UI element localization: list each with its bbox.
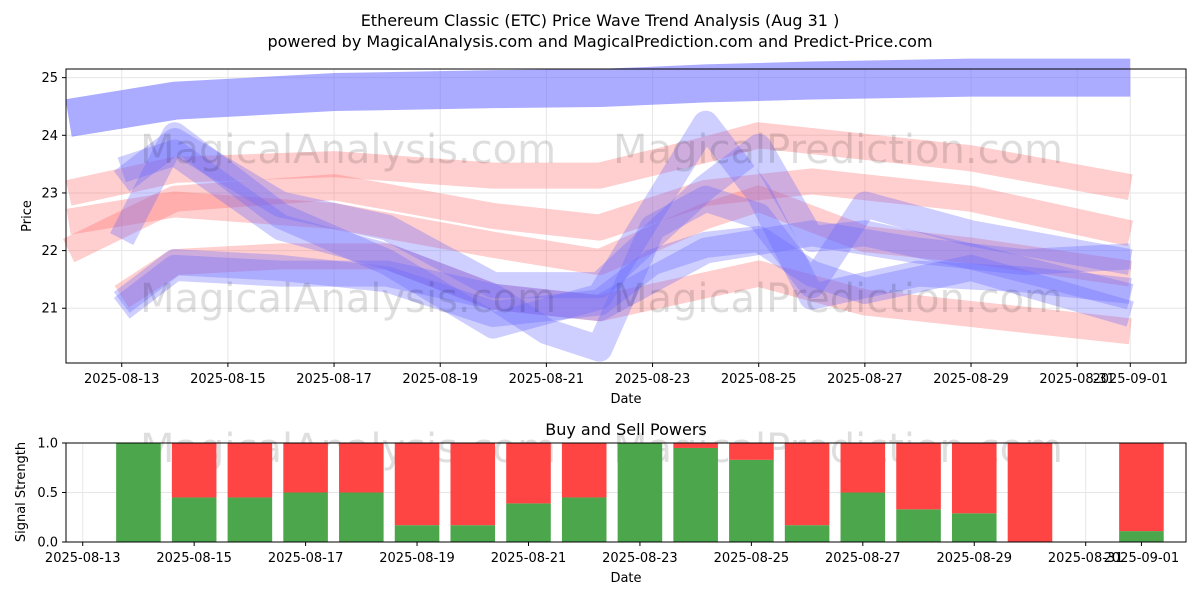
buy-sell-x-tick-label: 2025-08-15 bbox=[156, 551, 232, 566]
buy-power-bar bbox=[283, 492, 328, 542]
price-x-tick-label: 2025-08-21 bbox=[509, 372, 585, 387]
price-wave-band bbox=[66, 185, 1133, 287]
sell-power-bar bbox=[227, 443, 273, 498]
price-x-label: Date bbox=[610, 392, 641, 407]
buy-power-bar bbox=[673, 447, 718, 542]
buy-power-bar bbox=[339, 492, 384, 542]
price-wave-band bbox=[113, 128, 1134, 310]
price-axes-frame bbox=[65, 68, 1187, 364]
buy-sell-y-tick-label: 1.0 bbox=[37, 437, 58, 452]
buy-power-bar bbox=[784, 525, 830, 542]
price-bands bbox=[62, 58, 1134, 362]
buy-sell-y-label: Signal Strength bbox=[14, 442, 29, 542]
buy-sell-x-tick-label: 2025-08-23 bbox=[602, 551, 678, 566]
buy-power-bar bbox=[506, 503, 551, 542]
watermark-analysis: MagicalAnalysis.com bbox=[140, 276, 556, 322]
buy-sell-x-tick-label: 2025-08-31 bbox=[1048, 551, 1124, 566]
watermark-prediction: MagicalPrediction.com bbox=[613, 276, 1063, 322]
buy-power-bar bbox=[227, 497, 273, 542]
sell-power-bar bbox=[729, 443, 774, 460]
buy-sell-x-tick-label: 2025-08-17 bbox=[268, 551, 344, 566]
price-y-ticks: 21 22 23 24 25 bbox=[41, 71, 66, 317]
buy-sell-title: Buy and Sell Powers bbox=[545, 420, 707, 439]
price-watermarks: MagicalAnalysis.com MagicalPrediction.com… bbox=[140, 127, 1063, 322]
buy-sell-x-tick-label: 2025-08-19 bbox=[379, 551, 455, 566]
buy-sell-x-tick-label: 2025-08-29 bbox=[936, 551, 1012, 566]
chart-title: Ethereum Classic (ETC) Price Wave Trend … bbox=[361, 11, 840, 30]
buy-sell-x-tick-label: 2025-08-13 bbox=[45, 551, 121, 566]
price-x-tick-label: 2025-08-17 bbox=[296, 372, 372, 387]
buy-power-bar bbox=[561, 497, 607, 542]
price-x-tick-label: 2025-08-13 bbox=[84, 372, 160, 387]
price-wave-band bbox=[117, 139, 1131, 322]
price-y-tick-label: 21 bbox=[41, 302, 58, 317]
price-x-ticks: 2025-08-13 2025-08-15 2025-08-17 2025-08-19… bbox=[84, 363, 1168, 387]
sell-power-bar bbox=[171, 443, 217, 498]
price-wave-band bbox=[113, 226, 1134, 327]
sell-power-bar bbox=[506, 443, 551, 504]
buy-power-bar bbox=[116, 443, 161, 542]
buy-sell-x-tick-label: 2025-08-21 bbox=[491, 551, 567, 566]
price-wave-band bbox=[62, 168, 1134, 263]
price-y-tick-label: 22 bbox=[41, 244, 58, 259]
buy-power-bar bbox=[840, 492, 886, 542]
price-wave-band bbox=[110, 110, 1132, 339]
sell-power-bar bbox=[394, 443, 440, 526]
sell-power-bar bbox=[896, 443, 941, 510]
watermark-prediction: MagicalPrediction.com bbox=[613, 127, 1063, 173]
price-wave-band bbox=[114, 243, 1132, 345]
buy-power-bar bbox=[1119, 531, 1164, 542]
price-y-tick-label: 23 bbox=[41, 186, 58, 201]
price-x-tick-label: 2025-08-23 bbox=[615, 372, 691, 387]
sell-power-bar bbox=[561, 443, 607, 498]
buy-sell-x-tick-label: 2025-08-27 bbox=[825, 551, 901, 566]
price-wave-band bbox=[65, 122, 1133, 206]
price-x-tick-label: 2025-09-01 bbox=[1092, 372, 1168, 387]
buy-power-bar bbox=[394, 525, 440, 542]
buy-power-bar bbox=[951, 513, 997, 542]
buy-power-bar bbox=[450, 525, 496, 542]
buy-sell-y-tick-label: 0.0 bbox=[37, 536, 58, 551]
sell-power-bar bbox=[450, 443, 496, 526]
buy-power-bar bbox=[896, 509, 941, 542]
price-y-tick-label: 24 bbox=[41, 129, 58, 144]
sell-power-bar bbox=[673, 443, 718, 448]
price-y-tick-label: 25 bbox=[41, 71, 58, 86]
price-x-tick-label: 2025-08-25 bbox=[721, 372, 797, 387]
buy-power-bar bbox=[171, 497, 217, 542]
price-wave-plot: MagicalAnalysis.com MagicalPrediction.com… bbox=[20, 58, 1187, 407]
price-x-tick-label: 2025-08-15 bbox=[190, 372, 266, 387]
sell-power-bar bbox=[339, 443, 384, 493]
price-wave-band bbox=[65, 58, 1131, 137]
sell-power-bar bbox=[840, 443, 886, 493]
buy-power-bar bbox=[729, 459, 774, 542]
price-x-tick-label: 2025-08-19 bbox=[402, 372, 478, 387]
chart-subtitle: powered by MagicalAnalysis.com and Magic… bbox=[267, 32, 932, 51]
sell-power-bar bbox=[784, 443, 830, 526]
price-y-label: Price bbox=[20, 200, 35, 232]
price-wave-band bbox=[113, 185, 1133, 362]
watermark-analysis: MagicalAnalysis.com bbox=[140, 127, 556, 173]
sell-power-bar bbox=[951, 443, 997, 514]
price-x-tick-label: 2025-08-27 bbox=[827, 372, 903, 387]
buy-power-bar bbox=[617, 443, 663, 542]
buy-sell-plot: Buy and Sell Powers MagicalAnalysis.comM… bbox=[14, 420, 1187, 586]
buy-sell-y-tick-label: 0.5 bbox=[37, 486, 58, 501]
buy-sell-x-tick-label: 2025-08-25 bbox=[714, 551, 790, 566]
buy-sell-x-label: Date bbox=[610, 571, 641, 586]
sell-power-bar bbox=[1119, 443, 1164, 532]
sell-power-bar bbox=[1007, 443, 1053, 542]
buy-sell-x-ticks: 2025-08-13 2025-08-15 2025-08-17 2025-08-19… bbox=[45, 542, 1179, 566]
buy-sell-bars bbox=[116, 443, 1164, 542]
price-x-tick-label: 2025-08-31 bbox=[1039, 372, 1115, 387]
buy-sell-x-tick-label: 2025-09-01 bbox=[1104, 551, 1180, 566]
sell-power-bar bbox=[283, 443, 328, 493]
price-x-tick-label: 2025-08-29 bbox=[933, 372, 1009, 387]
buy-sell-y-ticks: 0.0 0.5 1.0 bbox=[37, 437, 66, 551]
